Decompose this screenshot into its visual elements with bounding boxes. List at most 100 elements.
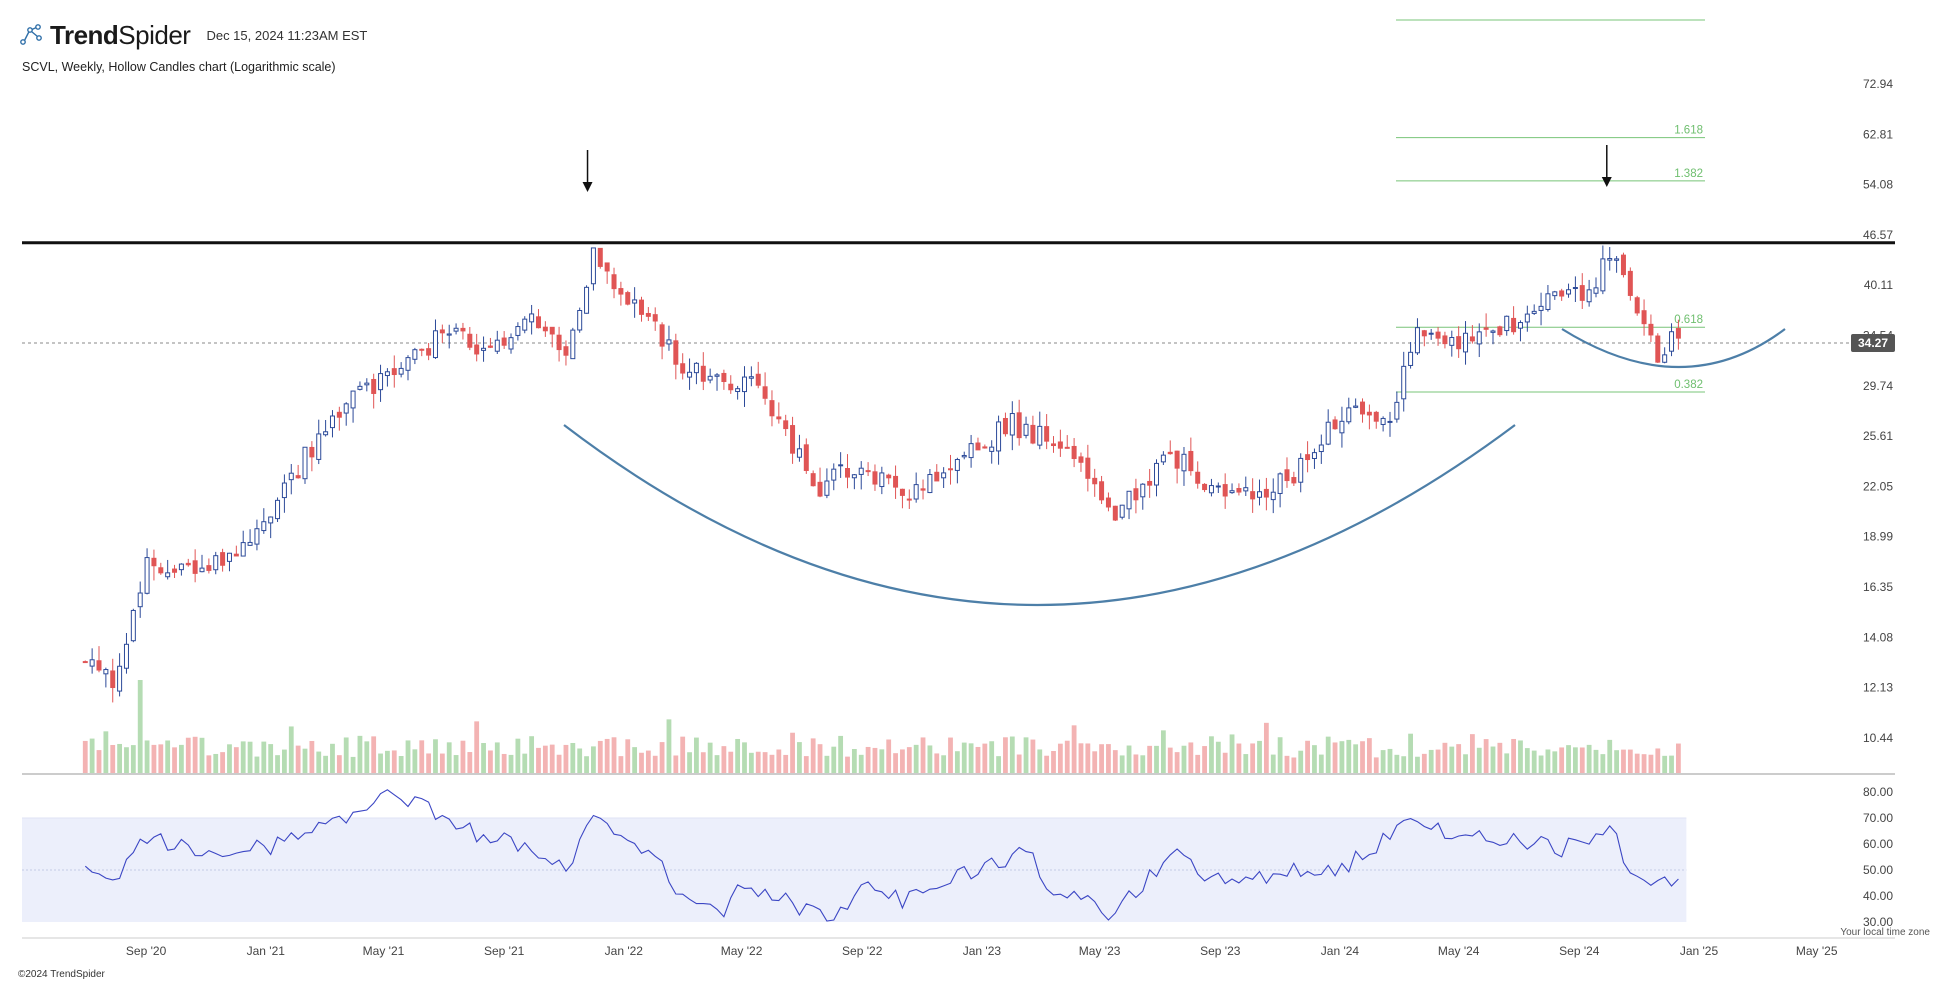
volume-bar (1366, 738, 1372, 773)
candle (1442, 335, 1448, 345)
volume-bar (364, 741, 370, 773)
candle (172, 568, 178, 573)
volume-bar (1579, 747, 1585, 773)
price-tick-label: 18.99 (1863, 530, 1893, 544)
candle (1373, 411, 1379, 422)
volume-bar (295, 745, 301, 773)
volume-bar (597, 740, 603, 773)
volume-bar (1586, 744, 1592, 773)
volume-bar (1236, 743, 1242, 773)
volume-bar (1298, 750, 1304, 773)
volume-bar (412, 749, 418, 773)
candle (1071, 445, 1077, 460)
volume-bar (158, 744, 164, 773)
candle (1215, 485, 1221, 488)
candle (117, 665, 123, 692)
volume-bar (1284, 755, 1290, 773)
candle (1593, 287, 1599, 294)
candle (570, 329, 576, 360)
time-tick-label: Jan '21 (247, 944, 286, 958)
volume-bar (728, 751, 734, 773)
volume-bar (776, 749, 782, 773)
candle (1504, 315, 1510, 332)
candle (467, 333, 473, 348)
candle (384, 371, 390, 377)
candle (1476, 331, 1482, 345)
rsi-tick-label: 30.00 (1863, 915, 1893, 929)
price-tick-label: 22.05 (1863, 479, 1893, 493)
volume-bar (433, 739, 438, 773)
volume-bar (1099, 744, 1104, 773)
candle (851, 474, 857, 479)
timestamp: Dec 15, 2024 11:23AM EST (206, 27, 368, 43)
candle (178, 563, 184, 571)
volume-bar (1174, 752, 1180, 773)
candle (130, 609, 136, 642)
price-tick-label: 14.08 (1863, 630, 1893, 644)
candle (748, 376, 754, 379)
volume-bar (556, 754, 562, 773)
candle (886, 474, 892, 479)
candle (1119, 504, 1125, 518)
candle (1394, 401, 1400, 420)
volume-bar (1250, 743, 1256, 773)
time-tick-label: Jan '25 (1680, 944, 1719, 958)
candle (398, 367, 404, 375)
candle (1552, 291, 1558, 297)
volume-bar (1085, 743, 1091, 773)
candle (865, 470, 871, 473)
time-tick-label: Jan '22 (605, 944, 644, 958)
rsi-panel (22, 789, 1687, 922)
candle (1318, 444, 1324, 453)
volume-bar (371, 736, 377, 773)
candle (1311, 452, 1317, 459)
candle (1277, 473, 1283, 494)
candle (1655, 335, 1661, 363)
candle (1126, 490, 1132, 510)
volume-bar (1092, 751, 1098, 773)
candle (1092, 477, 1098, 485)
volume-bar (453, 755, 459, 773)
volume-bar (927, 745, 933, 773)
volume-bar (879, 749, 885, 773)
candle (1579, 285, 1585, 301)
candle (446, 333, 452, 336)
candle (1112, 505, 1118, 521)
volume-bar (1030, 739, 1036, 773)
price-tick-label: 29.74 (1863, 379, 1893, 393)
volume-bar (439, 753, 445, 773)
candle (350, 390, 356, 409)
time-tick-label: Sep '20 (126, 944, 167, 958)
volume-bar (1621, 749, 1626, 773)
candle (254, 528, 260, 545)
volume-bar (652, 755, 658, 773)
volume-bar (680, 736, 686, 773)
volume-bar (227, 744, 232, 773)
volume-bar (1483, 739, 1489, 773)
candle (700, 365, 706, 382)
time-tick-label: Sep '21 (484, 944, 525, 958)
volume-bar (1675, 743, 1681, 773)
candle (1181, 453, 1187, 472)
candle (144, 557, 150, 594)
volume-bar (845, 756, 850, 773)
volume-bar (1270, 754, 1276, 773)
candle (1291, 477, 1297, 484)
candle (741, 376, 747, 393)
time-tick-label: May '22 (721, 944, 763, 958)
volume-bar (611, 737, 617, 773)
volume-bar (1305, 740, 1310, 773)
candle (556, 334, 562, 351)
candle (790, 425, 796, 454)
volume-bar (199, 737, 205, 773)
candle (858, 467, 864, 475)
candle (1566, 289, 1572, 295)
volume-bar (1566, 745, 1571, 773)
volume-bar (282, 749, 287, 773)
price-tick-label: 16.35 (1863, 580, 1893, 594)
time-tick-label: Sep '23 (1200, 944, 1241, 958)
candle (652, 314, 658, 322)
volume-bar (1202, 746, 1207, 773)
candle (336, 411, 342, 418)
